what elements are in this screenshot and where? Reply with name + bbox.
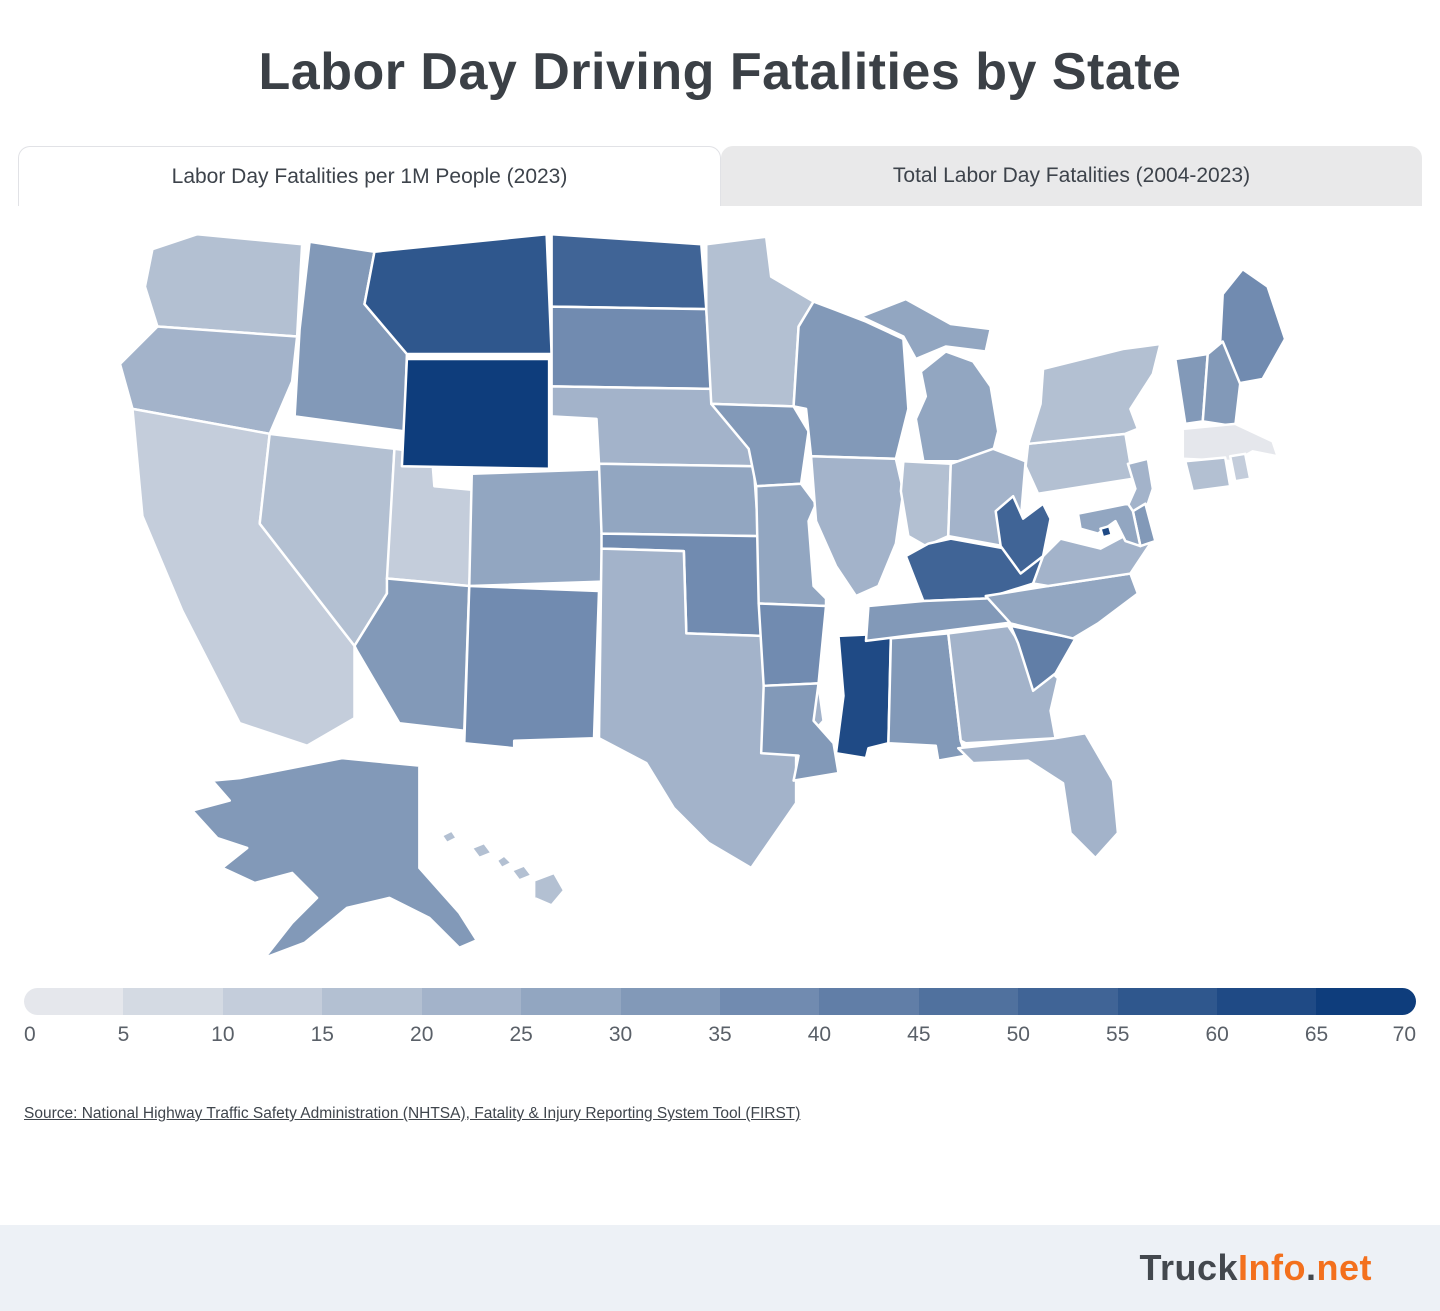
legend-tick: 10 — [211, 1023, 235, 1046]
state-wisconsin[interactable]: Wisconsin: 32 — [792, 300, 910, 461]
tab-label: Total Labor Day Fatalities (2004-2023) — [892, 164, 1251, 187]
footer-bar: TruckInfo.net — [0, 1225, 1440, 1311]
tab-bar: Labor Day Fatalities per 1M People (2023… — [18, 146, 1422, 206]
legend-segment — [1117, 988, 1218, 1015]
legend-tick: 65 — [1304, 1023, 1329, 1046]
state-west-virginia[interactable]: West Virginia: 50 — [994, 494, 1052, 575]
legend-tick: 40 — [807, 1023, 832, 1046]
brand-text-truck: Truck — [1139, 1247, 1238, 1288]
tab-label: Labor Day Fatalities per 1M People (2023… — [171, 164, 568, 188]
state-new-york[interactable]: New York: 15 — [1026, 342, 1162, 446]
legend-segment — [222, 988, 323, 1015]
tab-total-fatalities[interactable]: Total Labor Day Fatalities (2004-2023) — [721, 146, 1422, 206]
state-louisiana[interactable]: Louisiana: 32 — [759, 682, 840, 782]
state-south-dakota[interactable]: South Dakota: 36 — [550, 305, 713, 391]
state-district-of-columbia[interactable]: District of Columbia: 60 — [1099, 524, 1113, 539]
legend-tick: 5 — [117, 1023, 130, 1046]
source-row: Source: National Highway Traffic Safety … — [24, 1105, 1440, 1123]
state-new-hampshire[interactable]: New Hampshire: 33 — [1201, 340, 1242, 428]
state-massachusetts[interactable]: Massachusetts: 4 — [1181, 422, 1279, 463]
state-michigan[interactable]: Michigan: 29 — [859, 297, 1000, 463]
legend-segment — [1316, 988, 1416, 1015]
legend-tick: 50 — [1006, 1023, 1030, 1046]
legend-tick: 55 — [1106, 1023, 1130, 1046]
legend-segment — [24, 988, 124, 1015]
legend-tick: 70 — [1392, 1023, 1416, 1046]
legend-segment — [719, 988, 820, 1015]
legend-segment — [322, 988, 422, 1015]
legend-tick: 0 — [24, 1023, 36, 1046]
brand-text-dot: . — [1305, 1247, 1317, 1288]
page-title: Labor Day Driving Fatalities by State — [258, 43, 1182, 101]
state-arkansas[interactable]: Arkansas: 36 — [757, 602, 828, 688]
legend-gradient-bar — [24, 988, 1416, 1015]
legend-segment — [421, 988, 522, 1015]
us-map-svg: Washington: 16 Oregon: 23 California: 14… — [118, 232, 1287, 959]
state-washington[interactable]: Washington: 16 — [143, 232, 304, 338]
state-illinois[interactable]: Illinois: 24 — [809, 455, 905, 598]
state-mississippi[interactable]: Mississippi: 60 — [834, 632, 893, 760]
brand-text-info: Info — [1238, 1247, 1306, 1288]
legend-tick: 60 — [1205, 1023, 1229, 1046]
state-alaska[interactable]: Alaska: 34 — [191, 756, 479, 959]
legend-segment — [1217, 988, 1317, 1015]
state-florida[interactable]: Florida: 23 — [957, 731, 1120, 860]
legend-segment — [123, 988, 223, 1015]
legend-segment — [1018, 988, 1118, 1015]
legend-segment — [521, 988, 621, 1015]
state-wyoming[interactable]: Wyoming: 69 — [400, 357, 551, 471]
legend-tick: 15 — [310, 1023, 334, 1046]
legend-segment — [620, 988, 720, 1015]
state-hawaii[interactable]: Hawaii: 18 — [440, 829, 566, 907]
legend-tick: 35 — [708, 1023, 732, 1046]
state-rhode-island[interactable]: Rhode Island: 10 — [1228, 452, 1252, 483]
state-kansas[interactable]: Kansas: 28 — [597, 462, 760, 538]
state-north-dakota[interactable]: North Dakota: 50 — [550, 232, 708, 311]
state-utah[interactable]: Utah: 14 — [385, 447, 476, 588]
legend-segment — [819, 988, 919, 1015]
state-indiana[interactable]: Indiana: 18 — [899, 460, 953, 548]
us-choropleth-map: Washington: 16 Oregon: 23 California: 14… — [115, 220, 1325, 972]
tab-fatalities-per-1m[interactable]: Labor Day Fatalities per 1M People (2023… — [18, 146, 721, 206]
truckinfo-logo[interactable]: TruckInfo.net — [1139, 1247, 1372, 1289]
legend-tick: 30 — [608, 1023, 633, 1046]
state-maryland[interactable]: Maryland: 27 — [1076, 502, 1142, 548]
state-new-mexico[interactable]: New Mexico: 35 — [463, 584, 601, 750]
legend-tick-labels: 0 5 10 15 20 25 30 35 40 45 50 55 60 65 70 — [24, 1023, 1416, 1053]
source-link[interactable]: Source: National Highway Traffic Safety … — [24, 1105, 801, 1122]
legend-tick: 25 — [509, 1023, 533, 1046]
legend-tick: 45 — [907, 1023, 931, 1046]
brand-text-net: net — [1316, 1247, 1372, 1288]
state-montana[interactable]: Montana: 57 — [363, 232, 553, 356]
state-connecticut[interactable]: Connecticut: 17 — [1184, 456, 1232, 493]
legend-tick: 20 — [410, 1023, 434, 1046]
legend-segment — [918, 988, 1019, 1015]
color-legend: 0 5 10 15 20 25 30 35 40 45 50 55 60 65 70 — [24, 988, 1416, 1053]
